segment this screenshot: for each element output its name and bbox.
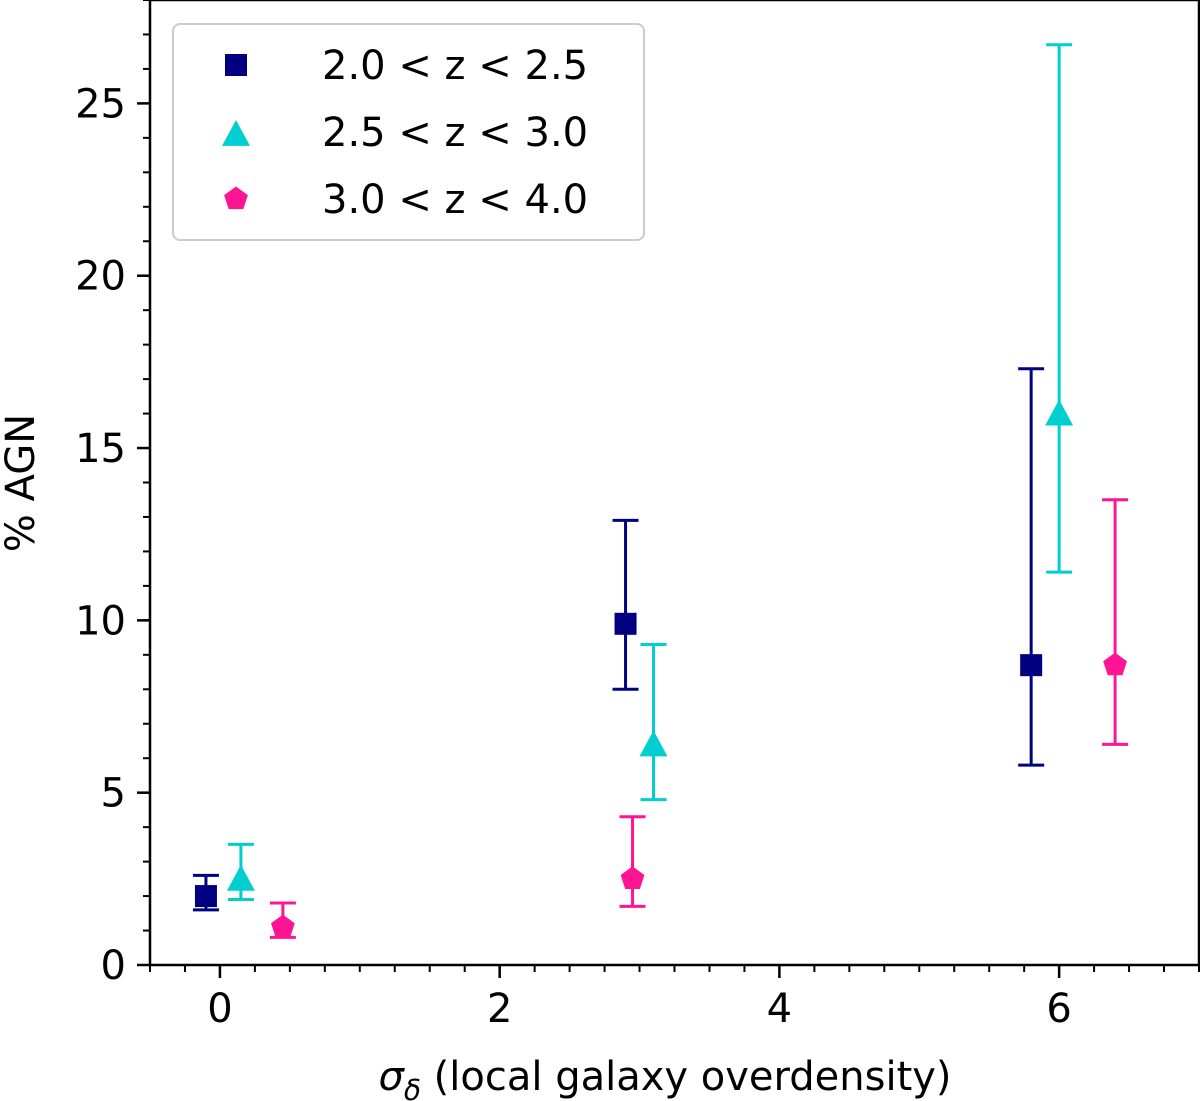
data-point-triangle [226, 864, 255, 891]
y-axis-label: % AGN [0, 414, 44, 552]
plot-frame [148, 0, 1200, 967]
data-point-triangle [639, 730, 668, 757]
legend-marker-square [225, 54, 247, 76]
data-point-pentagon [270, 914, 295, 938]
data-point-square [194, 885, 217, 908]
x-axis-label: σδ (local galaxy overdensity) [378, 1054, 951, 1101]
x-axis-label-symbol: σ [378, 1054, 405, 1100]
data-point-square [614, 612, 637, 635]
y-tick-label: 20 [75, 254, 126, 300]
data-point-square [1020, 654, 1043, 677]
legend-label: 3.0 < z < 4.0 [322, 177, 588, 223]
y-tick-label: 5 [101, 771, 126, 817]
y-tick-label: 0 [101, 943, 126, 989]
legend-label: 2.5 < z < 3.0 [322, 110, 588, 156]
legend-marker-pentagon [224, 186, 248, 210]
legend-items: 2.0 < z < 2.5 2.5 < z < 3.0 3.0 < z < 4.0 [222, 43, 588, 223]
major-ticks [137, 102, 1061, 978]
data-point-pentagon [620, 866, 645, 889]
x-tick-label: 0 [207, 986, 232, 1032]
y-tick-label: 15 [75, 426, 126, 472]
legend: 2.0 < z < 2.5 2.5 < z < 3.0 3.0 < z < 4.0 [172, 23, 645, 241]
y-tick-label: 10 [75, 598, 126, 644]
data-point-pentagon [1103, 652, 1127, 676]
legend-label: 2.0 < z < 2.5 [322, 43, 588, 89]
data-point-triangle [1045, 399, 1074, 426]
x-axis-label-subscript: δ [404, 1074, 421, 1101]
x-tick-label: 6 [1046, 986, 1071, 1032]
error-bars [192, 43, 1129, 939]
x-axis-label-text: (local galaxy overdensity) [421, 1054, 952, 1100]
legend-marker-triangle [222, 120, 250, 146]
x-tick-label: 2 [487, 986, 512, 1032]
y-tick-label: 25 [75, 81, 126, 127]
tick-labels: 0 2 4 6 0 5 10 15 20 25 [75, 81, 1072, 1032]
x-tick-label: 4 [767, 986, 792, 1032]
legend-box [172, 23, 645, 241]
data-markers [194, 399, 1127, 938]
